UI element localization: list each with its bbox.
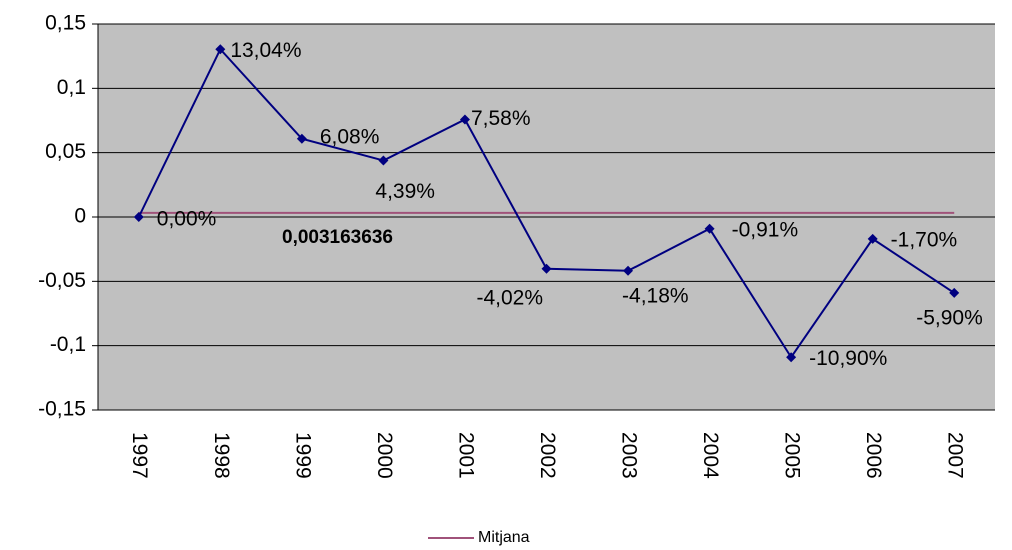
data-label: 13,04% — [230, 39, 301, 62]
marker — [378, 155, 389, 166]
x-tick-label: 2003 — [617, 432, 640, 479]
y-tick-label: 0,15 — [45, 12, 86, 35]
data-label: 4,39% — [375, 180, 435, 203]
marker — [623, 265, 634, 276]
data-label: -5,90% — [916, 306, 983, 329]
y-tick-label: -0,15 — [38, 398, 86, 421]
marker — [704, 223, 715, 234]
x-tick-label: 1999 — [291, 432, 314, 479]
x-tick-label: 2002 — [536, 432, 559, 479]
data-label: -10,90% — [809, 347, 887, 370]
data-label: -0,91% — [732, 218, 799, 241]
marker — [786, 352, 797, 363]
data-label: 0,00% — [157, 208, 217, 231]
mean-label: 0,003163636 — [282, 227, 393, 248]
x-tick-label: 2000 — [373, 432, 396, 479]
marker — [867, 233, 878, 244]
marker — [949, 287, 960, 298]
x-tick-label: 2006 — [862, 432, 885, 479]
x-tick-label: 2005 — [781, 432, 804, 479]
data-label: -4,18% — [622, 284, 689, 307]
data-label: 6,08% — [320, 125, 380, 148]
data-label: -1,70% — [891, 228, 958, 251]
legend-label: Mitjana — [478, 529, 530, 546]
x-tick-label: 2004 — [699, 432, 722, 479]
marker — [459, 114, 470, 125]
x-tick-label: 2007 — [944, 432, 967, 479]
y-tick-label: 0,1 — [57, 76, 86, 99]
marker — [133, 212, 144, 222]
y-tick-label: 0,05 — [45, 140, 86, 163]
x-tick-label: 1998 — [210, 432, 233, 479]
marker — [296, 133, 307, 144]
marker — [541, 263, 552, 274]
x-tick-label: 1997 — [128, 432, 151, 479]
data-label: -4,02% — [477, 286, 544, 309]
y-tick-label: -0,05 — [38, 269, 86, 292]
y-tick-label: -0,1 — [50, 333, 86, 356]
data-label: 7,58% — [471, 107, 531, 130]
marker — [215, 44, 226, 55]
y-tick-label: 0 — [74, 205, 86, 228]
x-tick-label: 2001 — [454, 432, 477, 479]
